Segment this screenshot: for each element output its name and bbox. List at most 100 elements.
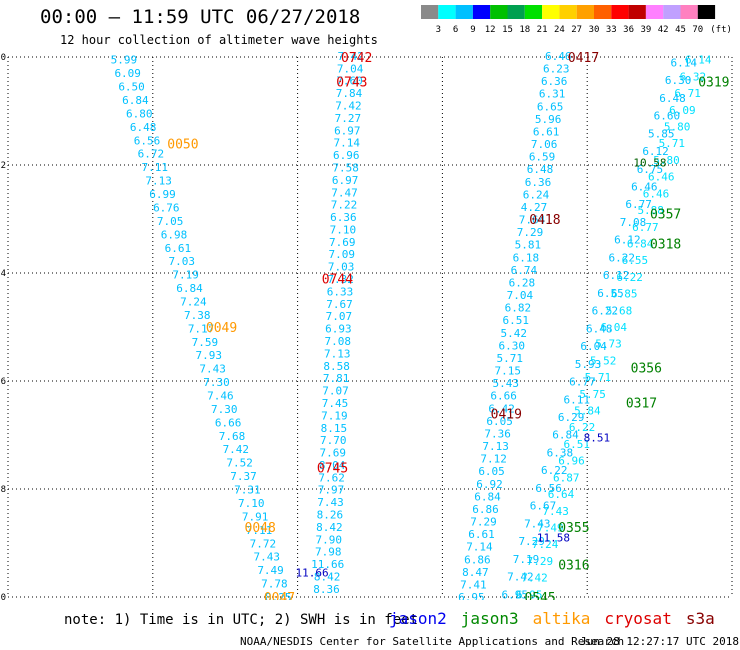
- wave-height-value: 6.71: [674, 87, 701, 100]
- wave-height-value: 8.26: [317, 509, 344, 522]
- wave-height-value: 6.74: [511, 264, 538, 277]
- pass-label-0419: 0419: [491, 407, 522, 422]
- wave-height-value: 7.29: [470, 516, 497, 529]
- scale-swatch: [421, 5, 439, 19]
- wave-height-value: 5.85: [648, 127, 675, 140]
- scale-swatch: [438, 5, 456, 19]
- wave-height-value: 6.80: [126, 107, 153, 120]
- wave-height-value: 5.99: [111, 54, 138, 67]
- page-title: 00:00 – 11:59 UTC 06/27/2018: [40, 6, 361, 28]
- wave-height-highlight: 8.51: [584, 432, 611, 445]
- wave-height-value: 6.65: [537, 100, 564, 113]
- satellite-legend: jason2 jason3 altika cryosat s3a: [389, 609, 729, 628]
- color-scale: 3 6 9 12 15 18 21 24 27 30 33 36 39 42 45 70 (ft): [421, 5, 731, 35]
- scale-swatch: [576, 5, 594, 19]
- scale-label: 33: [606, 25, 617, 35]
- wave-height-value: 5.96: [535, 113, 562, 126]
- wave-height-value: 7.31: [234, 484, 261, 497]
- wave-height-value: 6.55: [597, 287, 624, 300]
- wave-height-value: 6.84: [122, 94, 149, 107]
- page-subtitle: 12 hour collection of altimeter wave hei…: [60, 33, 378, 47]
- pass-label-0418: 0418: [529, 213, 560, 228]
- scale-label: 6: [453, 25, 458, 35]
- wave-height-value: 7.97: [318, 484, 345, 497]
- wave-height-value: 7.19: [321, 409, 348, 422]
- wave-height-value: 7.43: [524, 517, 551, 530]
- pass-label-0355: 0355: [558, 521, 589, 536]
- wave-height-value: 6.46: [643, 187, 670, 200]
- wave-height-value: 6.99: [149, 188, 176, 201]
- wave-height-value: 7.91: [242, 510, 269, 523]
- scale-swatch: [611, 5, 629, 19]
- wave-height-value: 8.36: [313, 583, 340, 596]
- wave-height-value: 5.75: [579, 388, 606, 401]
- wave-height-value: 7.43: [199, 363, 226, 376]
- wave-height-value: 6.22: [609, 251, 636, 264]
- wave-height-value: 6.96: [333, 149, 360, 162]
- wave-height-value: 6.86: [464, 553, 491, 566]
- wave-height-value: 6.97: [332, 174, 359, 187]
- wave-height-value: 6.42: [488, 402, 515, 415]
- wave-height-value: 6.46: [545, 50, 572, 63]
- pass-label-0744: 0744: [322, 272, 353, 287]
- wave-height-value: 7.81: [323, 372, 350, 385]
- wave-height-value: 7.69: [319, 447, 346, 460]
- track-s3a-0417-0419: 6.466.236.366.316.655.966.617.066.596.48…: [458, 50, 571, 600]
- wave-height-value: 7.42: [337, 50, 364, 63]
- wave-height-value: 6.04: [580, 340, 607, 353]
- track-altika-0050-0047: 5.996.096.506.846.806.486.566.727.117.13…: [111, 54, 292, 600]
- wave-height-value: 7.05: [157, 215, 184, 228]
- wave-height-value: 6.04: [600, 321, 627, 334]
- wave-height-value: 7.07: [326, 310, 353, 323]
- wave-height-value: 5.81: [515, 239, 542, 252]
- wave-height-value: 7.41: [460, 578, 487, 591]
- wave-height-value: 6.77: [625, 198, 652, 211]
- wave-height-value: 6.31: [539, 88, 566, 101]
- scale-swatch: [594, 5, 612, 19]
- scale-label: 3: [436, 25, 441, 35]
- wave-height-value: 5.88: [637, 204, 664, 217]
- scale-label: 27: [571, 25, 582, 35]
- y-tick-label: -8: [0, 485, 6, 495]
- legend-entry-cryosat: cryosat: [604, 609, 672, 628]
- scale-label: 45: [675, 25, 686, 35]
- wave-height-value: 5.43: [492, 377, 519, 390]
- wave-height-value: 7.19: [172, 269, 199, 282]
- wave-height-value: 6.30: [499, 339, 526, 352]
- wave-height-value: 7.42: [521, 572, 548, 585]
- scale-label: 9: [470, 25, 475, 35]
- wave-height-value: 8.15: [321, 422, 348, 435]
- wave-height-value: 7.14: [334, 137, 361, 150]
- wave-height-value: 6.22: [569, 421, 596, 434]
- pass-label-0047: 0047: [264, 591, 295, 600]
- wave-height-value: 7.17: [188, 322, 215, 335]
- y-tick-label: -4: [0, 269, 6, 279]
- wave-height-value: 6.51: [503, 314, 530, 327]
- wave-height-value: 6.84: [627, 237, 654, 250]
- wave-height-value: 8.42: [314, 571, 341, 584]
- wave-height-value: 7.42: [507, 571, 534, 584]
- wave-height-value: 6.66: [215, 416, 242, 429]
- scale-swatch: [472, 5, 491, 19]
- wave-height-value: 5.68: [606, 304, 633, 317]
- wave-height-value: 7.13: [324, 347, 351, 360]
- wave-height-value: 5.80: [653, 154, 680, 167]
- wave-height-value: 6.87: [553, 471, 580, 484]
- wave-height-value: 6.82: [505, 302, 532, 315]
- wave-height-value: 6.76: [153, 201, 180, 214]
- wave-height-value: 6.36: [541, 75, 568, 88]
- scale-swatch: [490, 5, 508, 19]
- pass-label-0048: 0048: [245, 521, 276, 536]
- wave-height-value: 6.48: [586, 322, 613, 335]
- wave-height-value: 6.24: [523, 188, 550, 201]
- wave-height-value: 7.32: [327, 273, 354, 286]
- wave-height-value: 7.93: [196, 349, 223, 362]
- wave-height-value: 6.46: [648, 171, 675, 184]
- scale-label: 30: [589, 25, 600, 35]
- wave-height-value: 7.47: [331, 186, 358, 199]
- wave-height-value: 7.43: [253, 551, 280, 564]
- wave-height-value: 6.67: [530, 500, 557, 513]
- wave-height-value: 7.06: [531, 138, 558, 151]
- wave-height-value: 8.58: [323, 360, 350, 373]
- wave-height-value: 7.38: [184, 309, 211, 322]
